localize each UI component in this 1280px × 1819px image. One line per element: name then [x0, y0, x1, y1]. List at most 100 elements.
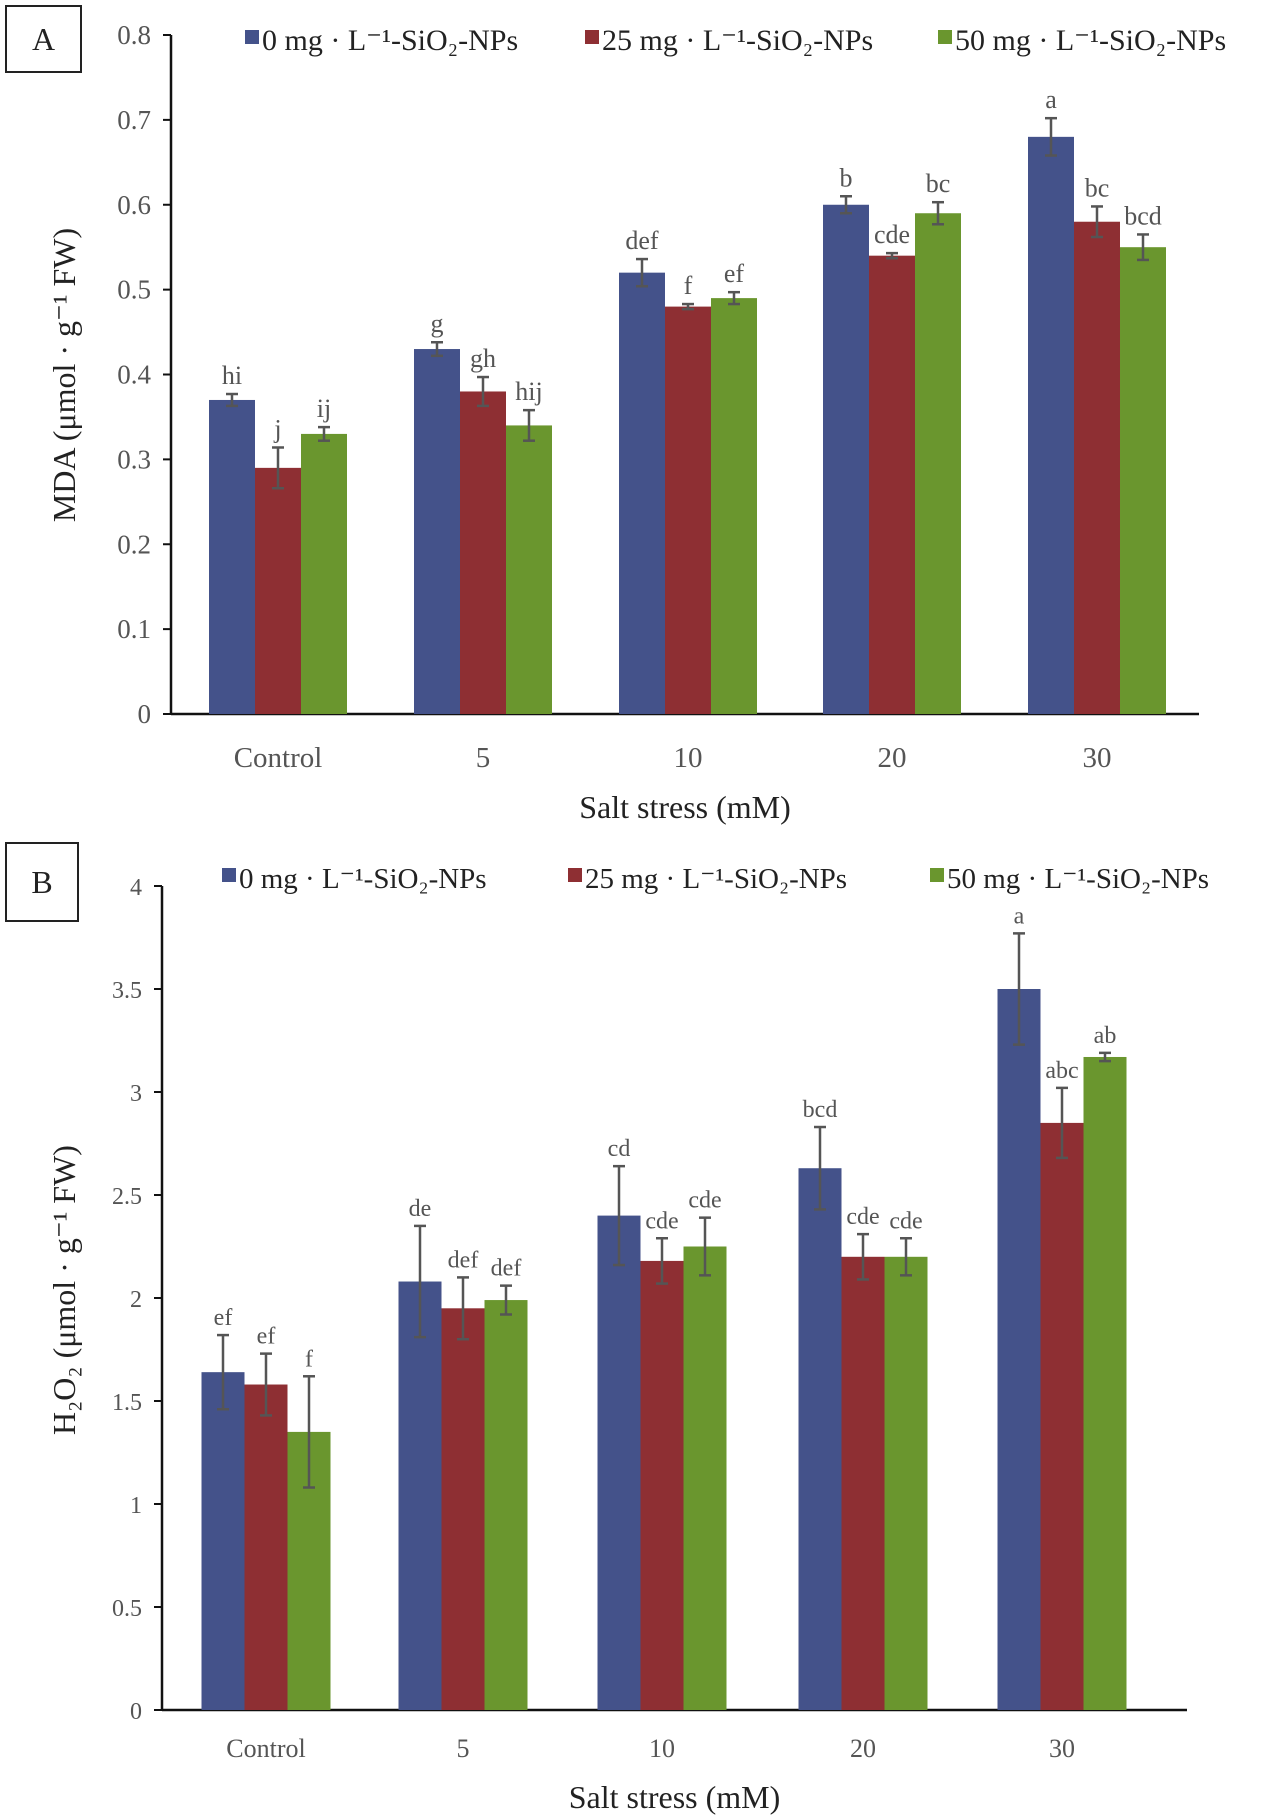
y-tick-label: 0.2	[117, 529, 151, 559]
x-tick-label: 30	[1083, 742, 1112, 774]
panel-label: A	[32, 21, 55, 57]
y-tick-label: 0.4	[117, 360, 151, 390]
legend-label: 0 mg · L⁻¹-SiO₂-NPs	[262, 24, 518, 57]
bar	[398, 1281, 442, 1710]
bar	[1028, 136, 1074, 715]
y-tick-label: 2.5	[112, 1184, 142, 1210]
significance-letter: cde	[645, 1208, 678, 1234]
bar	[869, 255, 915, 715]
y-tick-label: 0.6	[117, 190, 151, 220]
significance-letter: ef	[724, 259, 745, 288]
bar	[506, 425, 552, 714]
bar	[798, 1168, 842, 1710]
x-tick-label: 10	[674, 742, 703, 774]
y-tick-label: 0.5	[112, 1596, 142, 1622]
chart-panel-A: A 0 0.1 0.2 0.3 0.4 0.5 0.6 0.7 0.8 Control 5 10 20 30…	[5, 5, 1226, 825]
bar	[484, 1300, 528, 1710]
bar	[414, 349, 460, 714]
significance-letter: bcd	[1124, 201, 1162, 230]
legend-label: 0 mg · L⁻¹-SiO₂-NPs	[239, 863, 487, 895]
y-tick-label: 1	[130, 1493, 142, 1519]
y-tick-label: 0.8	[117, 20, 151, 50]
bar	[711, 298, 757, 714]
significance-letter: a	[1045, 85, 1057, 114]
significance-letter: bcd	[803, 1097, 838, 1123]
significance-letter: ef	[257, 1324, 276, 1350]
significance-letter: f	[305, 1346, 313, 1372]
y-axis-title: MDA (μmol · g⁻¹ FW)	[46, 228, 82, 522]
bar	[597, 1215, 641, 1710]
y-tick-label: 0	[130, 1699, 142, 1725]
bar	[460, 391, 506, 714]
bar	[915, 213, 961, 715]
panel-label: B	[31, 864, 52, 900]
significance-letter: cde	[889, 1208, 922, 1234]
x-tick-label: 10	[649, 1734, 675, 1763]
y-tick-label: 0	[138, 699, 152, 729]
significance-letter: g	[431, 309, 444, 338]
panel-label-box	[5, 842, 79, 922]
significance-letter: ij	[317, 394, 331, 423]
x-tick-label: 5	[476, 742, 491, 774]
y-tick-label: 0.7	[117, 105, 151, 135]
significance-letter: hi	[222, 361, 242, 390]
legend-label: 50 mg · L⁻¹-SiO₂-NPs	[947, 863, 1209, 895]
bar	[1083, 1056, 1127, 1710]
legend-label: 25 mg · L⁻¹-SiO₂-NPs	[602, 24, 873, 57]
y-axis-title: H₂O₂ (μmol · g⁻¹ FW)	[46, 1145, 82, 1435]
significance-letter: bc	[1085, 173, 1110, 202]
significance-letter: gh	[470, 344, 496, 373]
legend-label: 50 mg · L⁻¹-SiO₂-NPs	[955, 24, 1226, 57]
legend-swatch	[568, 868, 582, 882]
bar	[683, 1246, 727, 1710]
significance-letter: cde	[874, 220, 910, 249]
bar	[619, 272, 665, 714]
bar	[244, 1384, 288, 1710]
significance-letter: ef	[214, 1305, 233, 1331]
significance-letter: abc	[1045, 1058, 1078, 1084]
x-tick-label: 20	[878, 742, 907, 774]
legend-swatch	[245, 30, 259, 44]
significance-letter: j	[273, 414, 281, 443]
y-tick-label: 3	[130, 1081, 142, 1107]
y-tick-label: 3.5	[112, 978, 142, 1004]
y-tick-label: 1.5	[112, 1390, 142, 1416]
x-tick-label: Control	[226, 1734, 305, 1763]
bar	[665, 306, 711, 714]
bar	[255, 467, 301, 714]
x-tick-label: 30	[1049, 1734, 1075, 1763]
significance-letter: hij	[515, 377, 542, 406]
y-tick-label: 0.1	[117, 614, 151, 644]
significance-letter: f	[684, 271, 693, 300]
significance-letter: def	[625, 226, 659, 255]
significance-letter: ab	[1094, 1023, 1117, 1049]
y-tick-label: 4	[130, 875, 142, 901]
significance-letter: a	[1014, 903, 1025, 929]
bar	[1120, 247, 1166, 714]
bar	[640, 1260, 684, 1710]
significance-letter: b	[840, 163, 853, 192]
x-axis-title: Salt stress (mM)	[579, 789, 791, 825]
significance-letter: cde	[846, 1204, 879, 1230]
bar	[201, 1372, 245, 1710]
bar	[1074, 221, 1120, 714]
legend-swatch	[585, 30, 599, 44]
significance-letter: def	[491, 1256, 522, 1282]
bar	[209, 399, 255, 714]
x-tick-label: Control	[234, 742, 323, 774]
significance-letter: de	[409, 1196, 432, 1222]
bar	[841, 1256, 885, 1710]
significance-letter: def	[448, 1247, 479, 1273]
y-tick-label: 2	[130, 1287, 142, 1313]
bar	[1040, 1122, 1084, 1710]
y-tick-label: 0.5	[117, 275, 151, 305]
bar	[441, 1308, 485, 1710]
panel-label-box	[5, 5, 82, 73]
chart-panel-B: B 0 0.5 1 1.5 2 2.5 3 3.5 4 Control 5 10 20 30 ef de cd bc…	[5, 842, 1209, 1815]
x-tick-label: 5	[457, 1734, 470, 1763]
significance-letter: cde	[688, 1188, 721, 1214]
legend-swatch	[938, 30, 952, 44]
significance-letter: cd	[608, 1136, 631, 1162]
legend-label: 25 mg · L⁻¹-SiO₂-NPs	[585, 863, 847, 895]
